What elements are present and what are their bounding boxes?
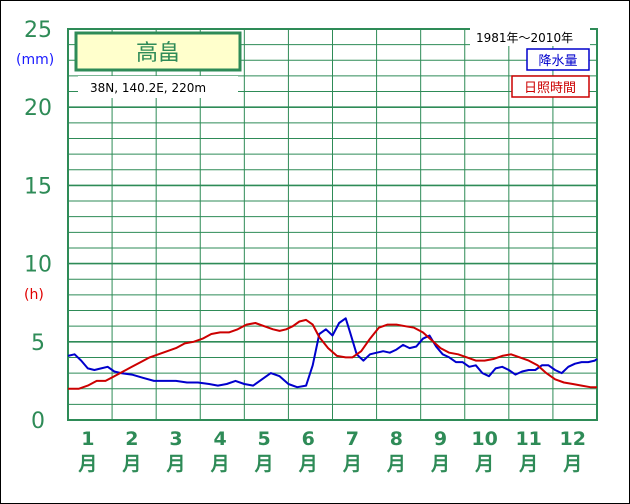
month-number-label: 9 bbox=[434, 428, 447, 450]
y-tick-label: 25 bbox=[24, 18, 52, 43]
month-number-label: 3 bbox=[169, 428, 182, 450]
y-tick-label: 20 bbox=[24, 96, 52, 121]
precipitation-line bbox=[67, 317, 598, 389]
series-lines bbox=[67, 317, 598, 390]
month-number-label: 8 bbox=[390, 428, 403, 450]
month-suffix-label: 月 bbox=[121, 453, 141, 475]
station-title: 高畠 bbox=[136, 41, 180, 66]
month-suffix-label: 月 bbox=[254, 453, 274, 475]
month-suffix-label: 月 bbox=[165, 453, 185, 475]
title-box: 高畠 bbox=[74, 31, 242, 72]
month-suffix-label: 月 bbox=[474, 453, 494, 475]
month-suffix-label: 月 bbox=[430, 453, 450, 475]
y-tick-label: 15 bbox=[24, 174, 52, 199]
month-number-label: 1 bbox=[81, 428, 94, 450]
x-tick-labels: 1 月 2 月 3 月 4 月 5 月 6 月 7 月 8 月 9 月 10 月 11 月 12 月 bbox=[77, 428, 586, 475]
month-suffix-label: 月 bbox=[562, 453, 582, 475]
period-bg bbox=[470, 28, 590, 46]
y-tick-labels: 0 5 10 15 20 25 bbox=[24, 18, 52, 434]
unit-h-label: (h) bbox=[24, 287, 44, 303]
month-number-label: 2 bbox=[125, 428, 138, 450]
month-number-label: 5 bbox=[258, 428, 271, 450]
month-suffix-label: 月 bbox=[77, 453, 97, 475]
y-tick-label: 10 bbox=[24, 253, 52, 278]
period-label: 1981年〜2010年 bbox=[476, 31, 573, 45]
location-bg bbox=[78, 76, 238, 98]
y-tick-label: 5 bbox=[31, 331, 45, 356]
month-number-label: 7 bbox=[346, 428, 359, 450]
y-tick-label: 0 bbox=[31, 409, 45, 434]
legend-precip: 降水量 bbox=[526, 48, 590, 71]
legend-sunshine-label: 日照時間 bbox=[524, 81, 576, 96]
legend-sunshine: 日照時間 bbox=[511, 75, 590, 98]
month-suffix-label: 月 bbox=[386, 453, 406, 475]
month-suffix-label: 月 bbox=[210, 453, 230, 475]
month-number-label: 12 bbox=[560, 428, 586, 450]
month-suffix-label: 月 bbox=[298, 453, 318, 475]
month-suffix-label: 月 bbox=[342, 453, 362, 475]
location-label: 38N, 140.2E, 220m bbox=[90, 81, 206, 95]
month-number-label: 10 bbox=[471, 428, 497, 450]
sunshine-line bbox=[68, 318, 597, 390]
month-number-label: 11 bbox=[515, 428, 541, 450]
month-suffix-label: 月 bbox=[518, 453, 538, 475]
month-number-label: 4 bbox=[213, 428, 226, 450]
unit-mm-label: (mm) bbox=[16, 52, 54, 68]
month-number-label: 6 bbox=[302, 428, 315, 450]
legend-precip-label: 降水量 bbox=[538, 54, 577, 69]
